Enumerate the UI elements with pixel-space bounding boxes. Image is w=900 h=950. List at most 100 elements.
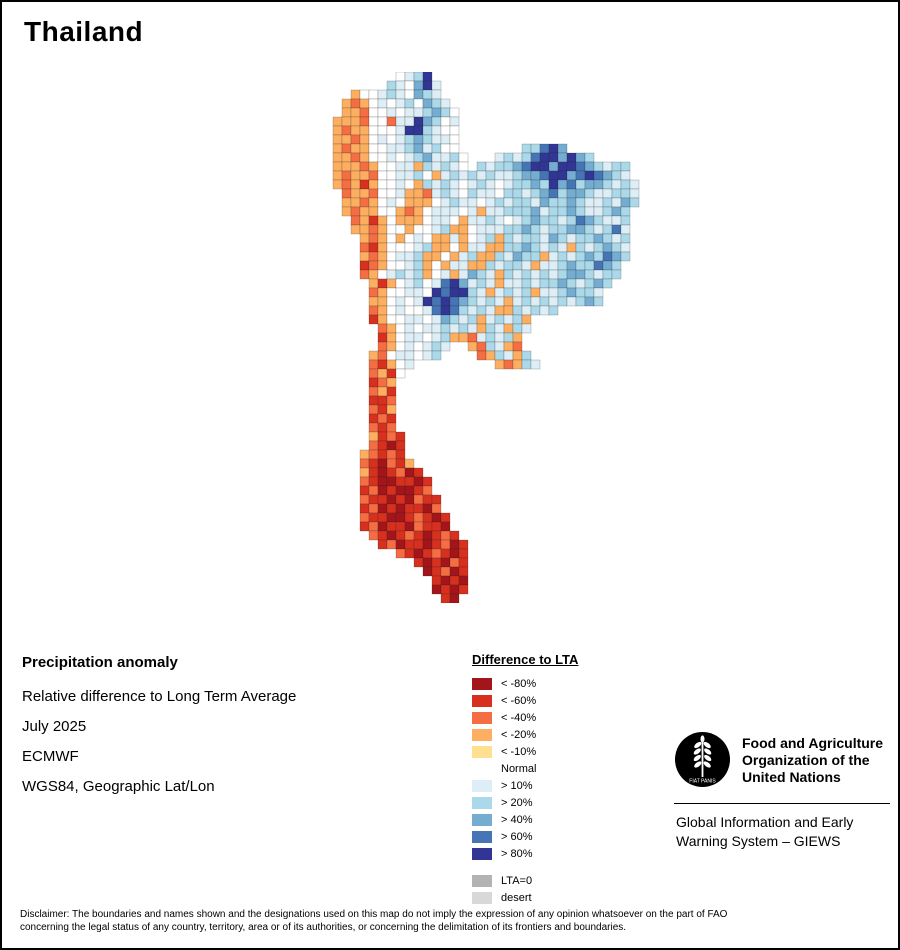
map-cell [602,197,613,208]
map-cell [413,143,424,154]
map-cell [404,161,415,172]
map-cell [629,179,640,190]
map-cell [530,197,541,208]
map-cell [566,170,577,181]
map-cell [395,143,406,154]
giews-line: Global Information and Early [676,814,854,830]
legend-label: > 10% [501,779,533,792]
map-cell [503,242,514,253]
map-cell [512,242,523,253]
map-cell [503,305,514,316]
map-cell [377,350,388,361]
map-cell [350,161,361,172]
map-cell [413,179,424,190]
map-cell [476,260,487,271]
map-cell [503,278,514,289]
legend-swatch [472,830,492,843]
map-cell [422,566,433,577]
map-cell [368,107,379,118]
map-cell [512,251,523,262]
map-cell [332,116,343,127]
map-cell [557,143,568,154]
map-cell [368,98,379,109]
map-cell [341,98,352,109]
map-cell [431,494,442,505]
map-cell [593,287,604,298]
map-cell [440,170,451,181]
map-cell [404,494,415,505]
map-cell [467,260,478,271]
map-cell [476,161,487,172]
map-cell [521,323,532,334]
map-cell [575,287,586,298]
map-cell [359,188,370,199]
map-cell [539,197,550,208]
map-cell [476,287,487,298]
map-cell [449,188,460,199]
map-cell [458,206,469,217]
map-cell [386,530,397,541]
map-cell [404,476,415,487]
map-cell [332,125,343,136]
map-cell [377,188,388,199]
map-cell [440,188,451,199]
legend-swatch [472,677,492,690]
map-cell [494,287,505,298]
map-cell [386,134,397,145]
map-cell [386,431,397,442]
map-cell [584,179,595,190]
map-cell [539,206,550,217]
map-cell [368,305,379,316]
map-cell [467,305,478,316]
map-cell [602,206,613,217]
map-cell [575,161,586,172]
map-cell [458,161,469,172]
map-cell [404,179,415,190]
legend-swatch [472,847,492,860]
map-cell [476,314,487,325]
legend-item: < -60% [472,692,642,709]
map-cell [512,206,523,217]
map-cell [539,188,550,199]
legend-item: > 10% [472,777,642,794]
map-cell [377,98,388,109]
info-line-description: Relative difference to Long Term Average [22,688,297,705]
map-cell [413,341,424,352]
map-cell [530,179,541,190]
map-cell [341,125,352,136]
map-cell [413,161,424,172]
disclaimer-line: concerning the legal status of any count… [20,922,627,933]
map-cell [422,269,433,280]
map-cell [449,224,460,235]
map-cell [377,206,388,217]
map-cell [386,170,397,181]
map-cell [386,89,397,100]
map-cell [449,269,460,280]
map-cell [404,548,415,559]
map-cell [413,476,424,487]
map-cell [413,296,424,307]
giews-label: Global Information and Early Warning Sys… [676,813,853,851]
map-cell [368,422,379,433]
map-cell [476,179,487,190]
map-cell [368,503,379,514]
map-cell [485,278,496,289]
fao-divider [674,803,890,804]
map-cell [611,260,622,271]
map-cell [449,323,460,334]
map-cell [341,206,352,217]
map-cell [404,485,415,496]
map-cell [413,206,424,217]
map-cell [413,278,424,289]
map-cell [395,296,406,307]
legend-swatch [472,874,492,887]
map-cell [503,269,514,280]
map-cell [422,98,433,109]
map-cell [557,197,568,208]
map-cell [566,233,577,244]
map-cell [485,161,496,172]
map-cell [413,305,424,316]
map-cell [512,215,523,226]
map-cell [512,224,523,235]
map-cell [476,188,487,199]
